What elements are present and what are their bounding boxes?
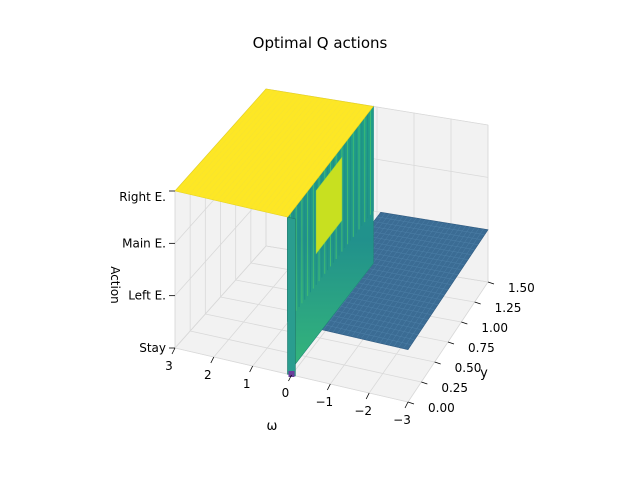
x-tick-label: −1 <box>315 395 333 409</box>
right-engine-plateau <box>174 88 374 218</box>
x-tick-mark <box>404 401 409 409</box>
mesh-line <box>226 96 316 204</box>
y-tick-label: 0.00 <box>428 401 455 415</box>
mesh-line <box>355 244 465 265</box>
stay-spike <box>287 216 296 377</box>
y-tick-mark <box>474 301 481 305</box>
z-tick-label: Main E. <box>122 236 166 250</box>
y-tick-mark <box>434 361 441 365</box>
x-tick-mark <box>171 347 176 355</box>
mesh-line <box>235 98 325 206</box>
grid-line <box>205 313 435 363</box>
mesh-line <box>373 221 482 240</box>
mesh-line <box>198 92 289 197</box>
x-tick-label: 2 <box>204 368 212 382</box>
wall-highlight-patch <box>315 156 343 255</box>
y-tick-mark <box>407 401 415 405</box>
x-axis-label: ω <box>267 419 278 434</box>
z-axis-label: Action <box>108 266 122 304</box>
x-tick-mark <box>210 356 215 364</box>
mesh-line <box>249 100 338 209</box>
x-tick-mark <box>326 383 331 391</box>
x-tick-label: 1 <box>243 377 251 391</box>
y-tick-label: 1.50 <box>508 281 535 295</box>
mesh-line <box>217 95 307 201</box>
y-tick-mark <box>421 381 428 385</box>
mesh-line <box>282 105 369 217</box>
mesh-line <box>268 103 356 213</box>
mesh-line <box>263 102 352 212</box>
y-tick-mark <box>461 321 468 325</box>
y-tick-label: 0.25 <box>441 381 468 395</box>
y-tick-label: 0.75 <box>468 341 495 355</box>
mesh-line <box>359 239 469 260</box>
x-tick-mark <box>365 392 370 400</box>
x-tick-label: −2 <box>354 404 372 418</box>
mesh-line <box>188 91 280 195</box>
mesh-line <box>240 99 329 207</box>
x-tick-label: −3 <box>393 413 411 427</box>
z-tick-label: Right E. <box>119 190 166 204</box>
mesh-line <box>193 91 285 196</box>
mesh-line <box>259 101 347 211</box>
chart-title: Optimal Q actions <box>252 34 388 52</box>
grid-line <box>190 330 422 383</box>
x-tick-label: 3 <box>165 359 173 373</box>
z-tick-label: Left E. <box>128 289 166 303</box>
y-axis-label: y <box>480 366 488 381</box>
x-tick-mark <box>288 374 292 382</box>
mesh-line <box>245 99 334 208</box>
x-tick-mark <box>249 365 254 373</box>
mesh-line <box>377 216 485 235</box>
mesh-line <box>369 225 479 245</box>
z-tick-label: Stay <box>139 341 166 355</box>
mesh-line <box>254 101 343 210</box>
mesh-line <box>366 230 475 250</box>
mesh-line <box>278 104 365 216</box>
stay-marker <box>288 371 295 377</box>
mesh-line <box>273 104 361 214</box>
grid-line <box>174 245 267 349</box>
y-tick-label: 1.00 <box>481 321 508 335</box>
mesh-line <box>207 93 298 199</box>
x-tick-label: 0 <box>282 386 290 400</box>
y-tick-label: 0.50 <box>455 361 482 375</box>
mesh-line <box>179 89 271 193</box>
mesh-line <box>203 93 293 198</box>
mesh-line <box>231 97 320 205</box>
grid-line <box>174 193 267 296</box>
mesh-line <box>362 235 472 255</box>
y-tick-mark <box>447 341 455 345</box>
mesh-line <box>212 94 302 200</box>
y-tick-label: 1.25 <box>495 301 522 315</box>
mesh-line <box>184 90 276 194</box>
mesh-line <box>221 96 311 203</box>
y-tick-mark <box>487 281 495 285</box>
